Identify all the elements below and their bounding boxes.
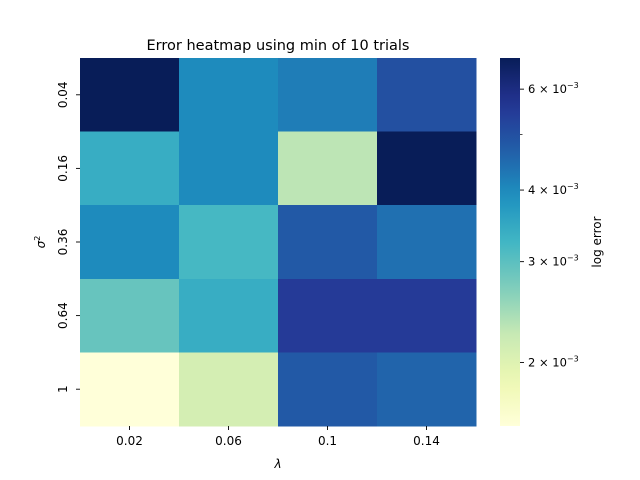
x-tick-label: 0.1 bbox=[318, 434, 337, 448]
heatmap-cell bbox=[80, 131, 180, 206]
heatmap-cell bbox=[278, 131, 378, 206]
colorbar-label: log error bbox=[590, 216, 604, 267]
y-tick-label: 0.64 bbox=[56, 302, 70, 329]
colorbar-tick-base: 3 × 10 bbox=[528, 255, 567, 269]
heatmap-cell bbox=[377, 278, 477, 353]
y-tick-label: 0.36 bbox=[56, 229, 70, 256]
heatmap-cell bbox=[80, 58, 180, 133]
colorbar-tick-base: 6 × 10 bbox=[528, 82, 567, 96]
heatmap-cell bbox=[179, 205, 279, 280]
heatmap-cell bbox=[377, 131, 477, 206]
y-axis-label-superscript: 2 bbox=[33, 236, 42, 241]
heatmap-cells bbox=[80, 58, 477, 427]
colorbar-tick-label: 4 × 10−3 bbox=[528, 182, 579, 197]
y-tick-label: 1 bbox=[56, 385, 70, 393]
heatmap-cell bbox=[179, 352, 279, 427]
y-axis: 0.04 0.16 0.36 0.64 1 σ2 bbox=[33, 81, 80, 393]
y-axis-label-symbol: σ bbox=[34, 240, 48, 248]
heatmap-cell bbox=[377, 205, 477, 280]
heatmap-cell bbox=[80, 278, 180, 353]
colorbar-gradient bbox=[500, 58, 520, 426]
y-tick-label: 0.16 bbox=[56, 155, 70, 182]
colorbar-tick-exponent: −3 bbox=[567, 81, 579, 90]
colorbar-tick-label: 3 × 10−3 bbox=[528, 254, 579, 269]
colorbar-tick-label: 6 × 10−3 bbox=[528, 81, 579, 96]
x-tick-label: 0.02 bbox=[116, 434, 143, 448]
colorbar-tick-label: 2 × 10−3 bbox=[528, 355, 579, 370]
heatmap-cell bbox=[80, 205, 180, 280]
heatmap-cell bbox=[278, 352, 378, 427]
heatmap-cell bbox=[377, 352, 477, 427]
x-tick-label: 0.06 bbox=[215, 434, 242, 448]
heatmap-cell bbox=[278, 58, 378, 133]
colorbar-tick-base: 4 × 10 bbox=[528, 183, 567, 197]
heatmap-cell bbox=[179, 131, 279, 206]
colorbar-tick-base: 2 × 10 bbox=[528, 356, 567, 370]
colorbar-tick-exponent: −3 bbox=[567, 182, 579, 191]
x-tick-label: 0.14 bbox=[413, 434, 440, 448]
chart-title: Error heatmap using min of 10 trials bbox=[147, 38, 410, 54]
x-axis-label: λ bbox=[273, 457, 281, 471]
heatmap-cell bbox=[179, 278, 279, 353]
heatmap-cell bbox=[377, 58, 477, 133]
heatmap-cell bbox=[278, 205, 378, 280]
heatmap-cell bbox=[278, 278, 378, 353]
colorbar-tick-exponent: −3 bbox=[567, 355, 579, 364]
x-axis: 0.02 0.06 0.1 0.14 λ bbox=[116, 426, 440, 471]
y-tick-label: 0.04 bbox=[56, 81, 70, 108]
colorbar-tick-exponent: −3 bbox=[567, 254, 579, 263]
y-axis-label: σ2 bbox=[33, 236, 48, 249]
heatmap-cell bbox=[179, 58, 279, 133]
heatmap-cell bbox=[80, 352, 180, 427]
